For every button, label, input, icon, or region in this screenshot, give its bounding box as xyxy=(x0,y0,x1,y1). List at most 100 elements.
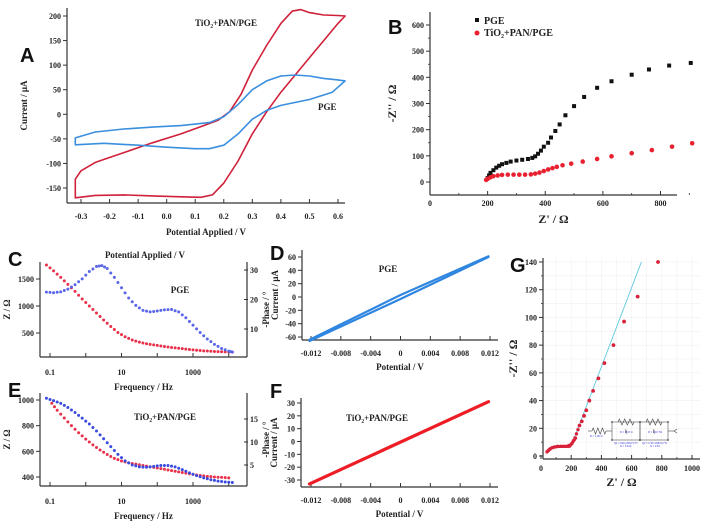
phase-point xyxy=(205,477,209,481)
phase-point xyxy=(198,475,202,479)
phase-point xyxy=(220,480,224,484)
x-tick-label: -0.004 xyxy=(360,496,381,505)
data-point-tio2 xyxy=(541,168,547,174)
y-tick-label: -60 xyxy=(285,333,296,342)
x-axis-label: Frequency / Hz xyxy=(114,382,173,392)
x-tick-label: 0.008 xyxy=(451,349,469,358)
cpe-icon xyxy=(652,428,656,435)
phase-point xyxy=(216,344,220,348)
x-tick-label: 0 xyxy=(399,496,403,505)
data-point-pge xyxy=(572,104,577,109)
phase-point xyxy=(202,476,206,480)
impedance-point xyxy=(66,420,70,424)
x-tick-label: -0.012 xyxy=(301,496,322,505)
phase-point xyxy=(191,472,195,476)
phase-point xyxy=(59,290,63,294)
phase-point xyxy=(148,465,152,469)
impedance-point xyxy=(159,467,163,471)
node xyxy=(611,439,613,441)
phase-point xyxy=(94,264,98,268)
phase-point xyxy=(69,285,73,289)
x-tick-label: 600 xyxy=(626,464,638,473)
y-tick-label: 400 xyxy=(22,473,34,482)
annotation-pge: PGE xyxy=(318,102,337,112)
impedance-point xyxy=(55,272,59,276)
x-tick-label: 800 xyxy=(655,199,667,208)
data-point-pge xyxy=(500,162,505,167)
phase-point xyxy=(52,399,56,403)
panel-D: D -0.012 -0.008 -0.004 0 0.004 0.008 0.012 -60 -4… xyxy=(270,243,499,372)
y-tick-label: 100 xyxy=(525,313,537,322)
impedance-point xyxy=(59,275,63,279)
node xyxy=(667,439,669,441)
phase-point xyxy=(112,275,116,279)
phase-point xyxy=(137,306,141,310)
phase-point xyxy=(120,456,123,460)
data-point xyxy=(635,294,640,299)
data-point xyxy=(584,408,589,413)
iv-trace-0 xyxy=(307,400,491,486)
panel-label: B xyxy=(388,17,402,39)
panel-A: A -0.3 -0.2 -0.1 0.0 0.1 0.2 0.3 0.4 0.5 0.6 -150 -1… xyxy=(19,8,346,237)
phase-point xyxy=(195,474,199,478)
data-point-pge xyxy=(688,60,693,65)
y-tick-label: 1000 xyxy=(18,302,34,311)
data-point xyxy=(576,427,580,432)
data-point xyxy=(579,419,584,424)
impedance-point xyxy=(187,347,191,351)
impedance-point xyxy=(73,427,77,431)
data-point-pge xyxy=(538,148,543,153)
data-point xyxy=(591,388,595,393)
data-point-pge xyxy=(549,135,554,140)
phase-point xyxy=(159,463,163,467)
impedance-point xyxy=(87,440,91,444)
impedance-point xyxy=(84,437,88,441)
impedance-point xyxy=(152,343,156,347)
impedance-point xyxy=(102,318,106,322)
impedance-point xyxy=(209,349,213,353)
phase-point xyxy=(198,331,202,335)
y2-tick-label: 10 xyxy=(250,325,258,334)
phase-point xyxy=(105,267,109,271)
y-tick-label: 100 xyxy=(412,152,424,161)
impedance-point xyxy=(62,279,66,283)
y-tick-label: 0 xyxy=(57,110,61,119)
phase-point xyxy=(48,397,52,401)
phase-point xyxy=(173,309,177,313)
data-point xyxy=(611,343,616,348)
x-tick-label: 0.012 xyxy=(481,349,499,358)
data-point xyxy=(656,260,660,264)
impedance-point xyxy=(148,342,152,346)
phase-point xyxy=(55,290,59,294)
data-point-tio2 xyxy=(689,140,695,146)
phase-point xyxy=(44,290,48,294)
impedance-point xyxy=(205,349,209,353)
impedance-point xyxy=(80,434,84,438)
impedance-point xyxy=(62,416,66,420)
phase-point xyxy=(223,348,227,352)
y-tick-label: -30 xyxy=(284,476,295,485)
data-point xyxy=(596,376,601,381)
impedance-point xyxy=(134,339,138,343)
impedance-point xyxy=(170,345,174,349)
y2-tick-label: 5 xyxy=(250,461,254,470)
impedance-point xyxy=(123,335,127,339)
iv-trace-0 xyxy=(308,255,490,343)
phase-point xyxy=(109,271,113,275)
impedance-point xyxy=(212,475,216,479)
impedance-point xyxy=(220,475,224,479)
impedance-point xyxy=(116,458,120,462)
phase-point xyxy=(66,287,70,291)
resistor-icon xyxy=(617,418,635,426)
panel-label: F xyxy=(270,381,282,403)
impedance-point xyxy=(202,349,206,353)
phase-point xyxy=(91,267,95,271)
legend-marker-tio2 xyxy=(474,30,480,36)
data-point-tio2 xyxy=(560,162,565,168)
impedance-point xyxy=(205,474,209,478)
phase-point xyxy=(112,449,116,453)
series-line-1 xyxy=(74,74,346,150)
y-tick-label: -100 xyxy=(46,159,61,168)
phase-point xyxy=(100,264,104,268)
